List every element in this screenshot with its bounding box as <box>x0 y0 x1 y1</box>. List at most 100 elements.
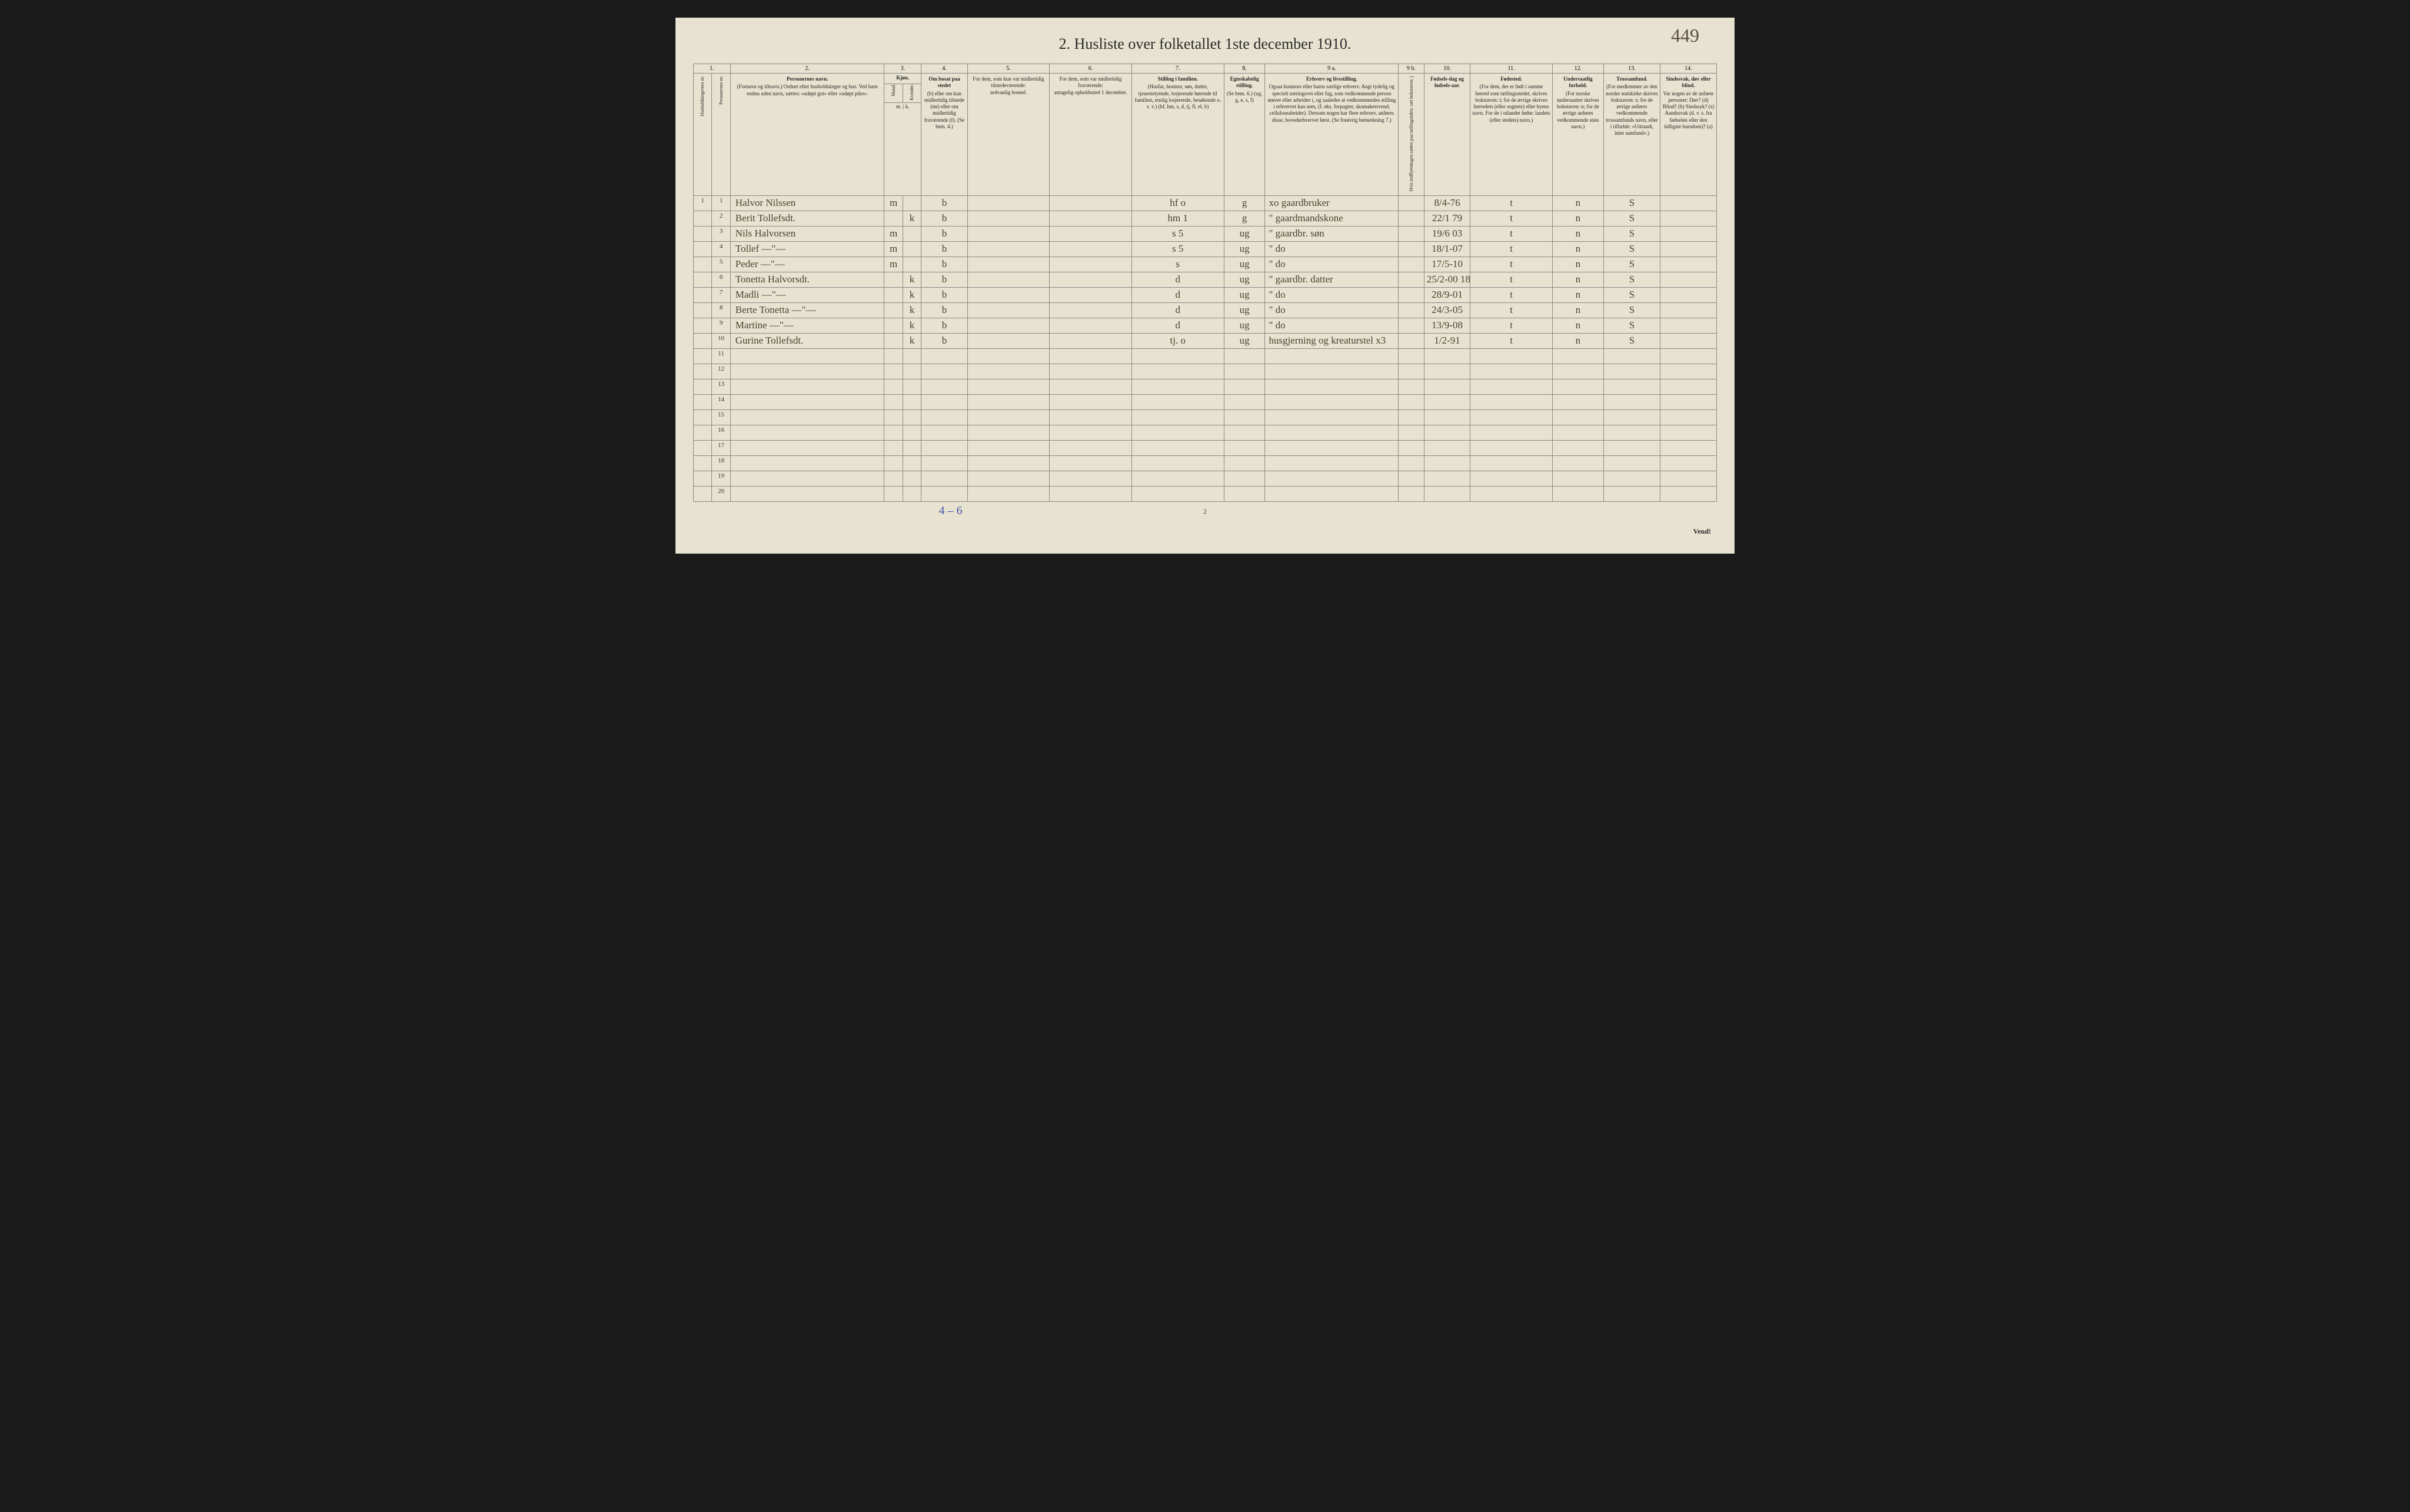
colnum-8: 8. <box>1224 64 1265 74</box>
page-bottom-number: 2 <box>693 508 1717 515</box>
cell-person-nr: 7 <box>712 288 730 303</box>
cell-empty <box>967 441 1050 456</box>
cell-empty <box>903 379 921 395</box>
table-row-empty: 13 <box>694 379 1717 395</box>
colnum-9a: 9 a. <box>1265 64 1399 74</box>
cell-empty <box>884 441 903 456</box>
cell-empty <box>1470 379 1553 395</box>
cell-residence: b <box>921 257 967 272</box>
hdr-temp-present: For dem, som kun var midlertidig tilsted… <box>967 74 1050 196</box>
cell-occupation: " gaardbr. søn <box>1265 227 1399 242</box>
hdr-birthplace: Fødested. (For dem, der er født i samme … <box>1470 74 1553 196</box>
cell-birthdate: 18/1-07 <box>1424 242 1470 257</box>
cell-household-nr <box>694 303 712 318</box>
cell-birthplace: t <box>1470 272 1553 288</box>
cell-empty <box>1552 395 1603 410</box>
cell-empty <box>1424 471 1470 487</box>
cell-temp-absent <box>1050 334 1132 349</box>
cell-sex-m: m <box>884 196 903 211</box>
cell-empty <box>1424 456 1470 471</box>
cell-temp-present <box>967 318 1050 334</box>
colnum-6: 6. <box>1050 64 1132 74</box>
cell-birthplace: t <box>1470 211 1553 227</box>
cell-empty <box>967 456 1050 471</box>
cell-residence: b <box>921 242 967 257</box>
cell-household-nr <box>694 349 712 364</box>
table-row-empty: 16 <box>694 425 1717 441</box>
cell-nationality: n <box>1552 303 1603 318</box>
table-row: 7Madli —"—kbdug" do28/9-01tnS <box>694 288 1717 303</box>
cell-empty <box>1470 364 1553 379</box>
cell-empty <box>730 425 884 441</box>
cell-empty <box>1050 379 1132 395</box>
cell-household-nr <box>694 379 712 395</box>
cell-household-nr <box>694 456 712 471</box>
cell-empty <box>1131 349 1224 364</box>
cell-empty <box>1424 410 1470 425</box>
table-row: 11Halvor Nilssenmbhf ogxo gaardbruker8/4… <box>694 196 1717 211</box>
cell-birthdate: 17/5-10 <box>1424 257 1470 272</box>
cell-person-nr: 8 <box>712 303 730 318</box>
cell-empty <box>1224 425 1265 441</box>
cell-empty <box>1470 487 1553 502</box>
table-body: 11Halvor Nilssenmbhf ogxo gaardbruker8/4… <box>694 196 1717 502</box>
cell-empty <box>1131 395 1224 410</box>
cell-nationality: n <box>1552 242 1603 257</box>
cell-sex-m: m <box>884 242 903 257</box>
cell-empty <box>884 395 903 410</box>
cell-empty <box>1399 349 1424 364</box>
cell-name: Peder —"— <box>730 257 884 272</box>
cell-person-nr: 4 <box>712 242 730 257</box>
cell-temp-present <box>967 196 1050 211</box>
hdr-sex: Kjøn. Mand. Kvinder. m. | k. <box>884 74 921 196</box>
cell-empty <box>1424 364 1470 379</box>
cell-empty <box>730 410 884 425</box>
cell-empty <box>730 349 884 364</box>
cell-empty <box>903 441 921 456</box>
cell-sex-k: k <box>903 318 921 334</box>
cell-sex-k <box>903 196 921 211</box>
cell-occupation: " gaardbr. datter <box>1265 272 1399 288</box>
cell-household-nr <box>694 471 712 487</box>
cell-empty <box>1424 487 1470 502</box>
cell-empty <box>1552 364 1603 379</box>
vend-text: Vend! <box>693 527 1717 536</box>
cell-empty <box>1424 349 1470 364</box>
cell-religion: S <box>1604 196 1660 211</box>
cell-empty <box>921 425 967 441</box>
cell-empty <box>1224 441 1265 456</box>
cell-empty <box>1050 441 1132 456</box>
cell-empty <box>921 349 967 364</box>
cell-temp-present <box>967 227 1050 242</box>
table-row-empty: 14 <box>694 395 1717 410</box>
cell-empty <box>903 364 921 379</box>
cell-empty <box>1660 410 1716 425</box>
cell-household-nr <box>694 410 712 425</box>
cell-sex-m: m <box>884 257 903 272</box>
table-row-empty: 19 <box>694 471 1717 487</box>
cell-household-nr <box>694 441 712 456</box>
cell-empty <box>1660 349 1716 364</box>
cell-household-nr <box>694 242 712 257</box>
cell-empty <box>903 395 921 410</box>
cell-empty <box>921 471 967 487</box>
cell-person-nr: 14 <box>712 395 730 410</box>
cell-nationality: n <box>1552 288 1603 303</box>
table-row-empty: 15 <box>694 410 1717 425</box>
census-table: 1. 2. 3. 4. 5. 6. 7. 8. 9 a. 9 b. 10. 11… <box>693 64 1717 502</box>
cell-household-nr <box>694 257 712 272</box>
cell-name: Tollef —"— <box>730 242 884 257</box>
cell-empty <box>1470 425 1553 441</box>
cell-religion: S <box>1604 242 1660 257</box>
cell-empty <box>1265 379 1399 395</box>
hdr-household-nr: Husholdningernes nr. <box>694 74 712 196</box>
cell-birthdate: 8/4-76 <box>1424 196 1470 211</box>
cell-religion: S <box>1604 303 1660 318</box>
cell-empty <box>1224 364 1265 379</box>
cell-empty <box>1265 425 1399 441</box>
cell-empty <box>1604 456 1660 471</box>
cell-sex-k: k <box>903 334 921 349</box>
cell-name: Gurine Tollefsdt. <box>730 334 884 349</box>
cell-person-nr: 16 <box>712 425 730 441</box>
cell-empty <box>1552 379 1603 395</box>
